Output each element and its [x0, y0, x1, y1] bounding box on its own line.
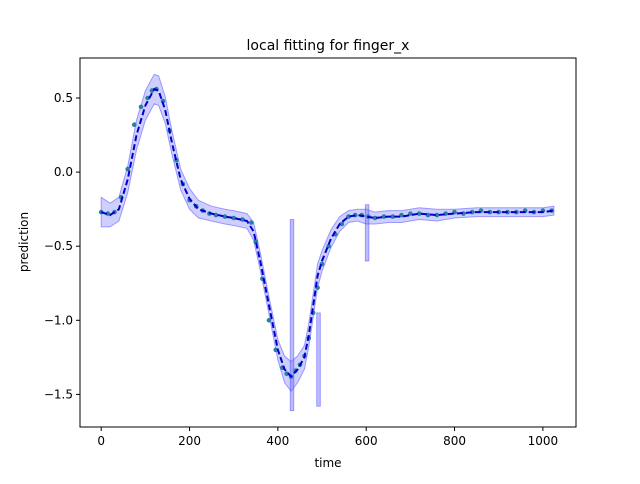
observation-point [487, 209, 493, 215]
x-tick-label: 200 [178, 434, 201, 448]
x-tick-label: 800 [443, 434, 466, 448]
uncertainty-spike-1 [316, 312, 321, 407]
y-tick-label: 0.5 [54, 91, 73, 105]
x-tick-label: 0 [97, 434, 105, 448]
observation-point [381, 214, 387, 219]
observation-point [372, 215, 378, 221]
confidence-band [100, 73, 555, 393]
uncertainty-spike-2 [364, 204, 370, 262]
chart-title: local fitting for finger_x [247, 38, 410, 54]
observation-point [138, 104, 144, 110]
observation-point [408, 211, 413, 216]
observation-point [231, 215, 236, 221]
y-tick-label: −1.0 [44, 313, 73, 327]
observation-point [145, 95, 150, 101]
x-axis-label: time [314, 456, 341, 470]
observation-point [434, 212, 440, 218]
x-tick-label: 400 [266, 434, 289, 448]
axes-frame [79, 57, 577, 428]
observation-point [132, 122, 137, 127]
observation-point [339, 221, 345, 227]
y-axis-label: prediction [17, 212, 31, 272]
observation-point [284, 371, 290, 377]
observation-point [222, 214, 228, 219]
observation-point [125, 166, 130, 172]
y-tick-label: −0.5 [44, 239, 73, 253]
x-tick-label: 1000 [528, 434, 559, 448]
observation-point [326, 243, 332, 249]
axis-ticks: 0 200 400 600 800 1000 0.5 0.0 −0.5 −1.0 −1.5 [44, 91, 558, 448]
x-tick-label: 600 [355, 434, 378, 448]
fit-line [100, 87, 555, 379]
observation-point [105, 211, 111, 216]
observation-point [390, 214, 396, 219]
observation-point [213, 212, 219, 218]
observation-point [399, 212, 404, 218]
y-tick-label: 0.0 [54, 165, 73, 179]
observation-point [266, 318, 272, 323]
observation-point [249, 220, 254, 225]
observation-point [240, 217, 245, 222]
plot-area [98, 73, 555, 412]
plot-content [98, 73, 555, 412]
uncertainty-spike-0 [289, 219, 295, 412]
y-tick-label: −1.5 [44, 387, 73, 401]
